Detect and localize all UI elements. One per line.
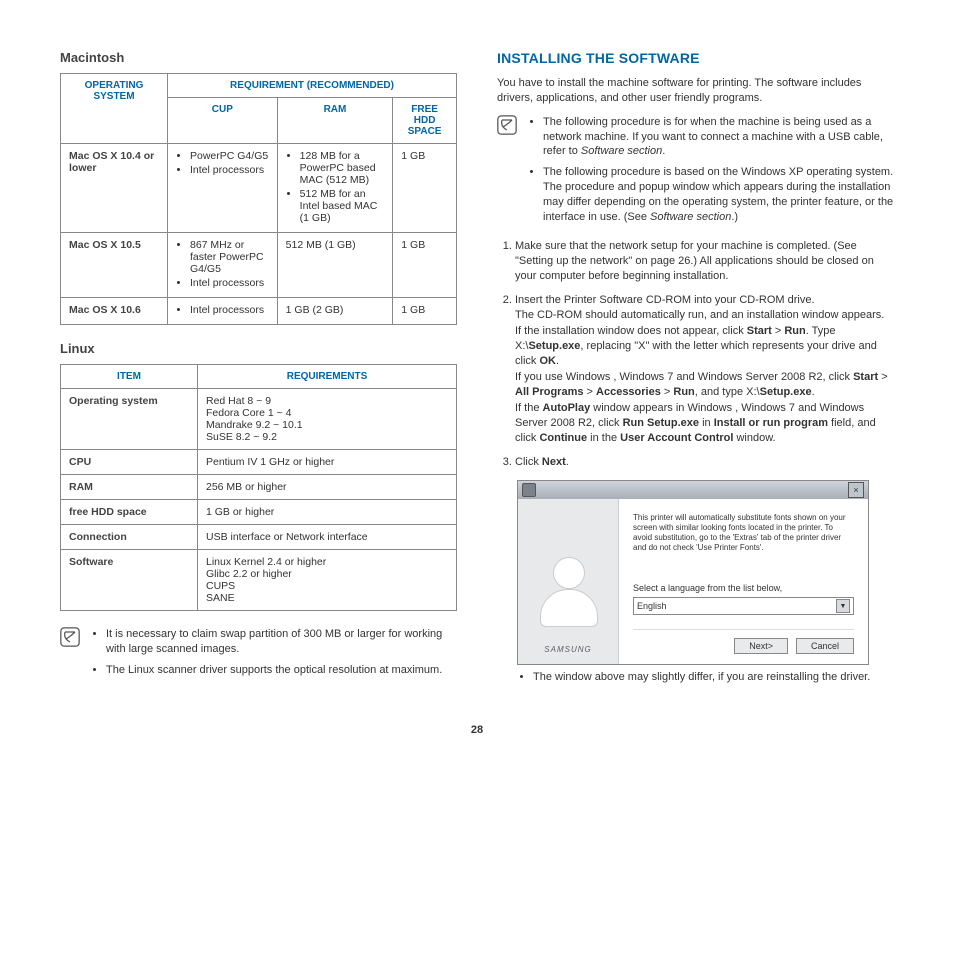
linux-th-item: ITEM	[61, 365, 198, 389]
close-icon[interactable]: ×	[848, 482, 864, 498]
mac-th-cpu: CUP	[168, 98, 278, 144]
cancel-button[interactable]: Cancel	[796, 638, 854, 654]
install-note: The following procedure is for when the …	[497, 115, 894, 231]
step-1: Make sure that the network setup for you…	[515, 239, 894, 285]
table-row: Mac OS X 10.6 Intel processors 1 GB (2 G…	[61, 298, 457, 325]
chevron-down-icon: ▼	[836, 599, 850, 613]
language-label: Select a language from the list below,	[633, 583, 854, 593]
titlebar: ×	[518, 481, 868, 499]
step-3: Click Next.	[515, 455, 894, 470]
page-content: Macintosh OPERATING SYSTEM REQUIREMENT (…	[60, 50, 894, 694]
mac-th-os: OPERATING SYSTEM	[61, 74, 168, 144]
note-text: It is necessary to claim swap partition …	[106, 627, 457, 657]
note-icon	[60, 627, 80, 647]
sidebar-graphic: SAMSUNG	[518, 499, 619, 664]
table-row: Connection USB interface or Network inte…	[61, 525, 457, 550]
table-row: Software Linux Kernel 2.4 or higher Glib…	[61, 550, 457, 611]
linux-note: It is necessary to claim swap partition …	[60, 627, 457, 684]
note-text: The Linux scanner driver supports the op…	[106, 663, 457, 678]
mac-th-hdd: FREE HDD SPACE	[393, 98, 457, 144]
installer-window: × SAMSUNG This printer will automaticall…	[517, 480, 869, 665]
table-row: CPU Pentium IV 1 GHz or higher	[61, 450, 457, 475]
avatar-icon	[540, 557, 596, 627]
page-number: 28	[60, 724, 894, 736]
mac-th-ram: RAM	[277, 98, 393, 144]
table-row: RAM 256 MB or higher	[61, 475, 457, 500]
linux-heading: Linux	[60, 341, 457, 356]
macintosh-table: OPERATING SYSTEM REQUIREMENT (RECOMMENDE…	[60, 73, 457, 325]
after-screenshot-note: The window above may slightly differ, if…	[533, 671, 894, 683]
note-icon	[497, 115, 517, 135]
linux-th-req: REQUIREMENTS	[198, 365, 457, 389]
table-row: free HDD space 1 GB or higher	[61, 500, 457, 525]
linux-table: ITEM REQUIREMENTS Operating system Red H…	[60, 364, 457, 611]
right-column: INSTALLING THE SOFTWARE You have to inst…	[497, 50, 894, 694]
brand-label: SAMSUNG	[544, 645, 591, 654]
installer-message: This printer will automatically substitu…	[633, 513, 854, 553]
steps-list: Make sure that the network setup for you…	[497, 239, 894, 470]
step-2: Insert the Printer Software CD-ROM into …	[515, 293, 894, 447]
installing-heading: INSTALLING THE SOFTWARE	[497, 50, 894, 66]
left-column: Macintosh OPERATING SYSTEM REQUIREMENT (…	[60, 50, 457, 694]
table-row: Mac OS X 10.5 867 MHz or faster PowerPC …	[61, 233, 457, 298]
macintosh-heading: Macintosh	[60, 50, 457, 65]
app-icon	[522, 483, 536, 497]
language-select[interactable]: English ▼	[633, 597, 854, 615]
intro-text: You have to install the machine software…	[497, 76, 894, 107]
note-text: The following procedure is for when the …	[543, 115, 894, 160]
table-row: Mac OS X 10.4 or lower PowerPC G4/G5 Int…	[61, 144, 457, 233]
table-row: Operating system Red Hat 8 ~ 9 Fedora Co…	[61, 389, 457, 450]
note-text: The following procedure is based on the …	[543, 165, 894, 224]
mac-th-req: REQUIREMENT (RECOMMENDED)	[168, 74, 457, 98]
next-button[interactable]: Next>	[734, 638, 788, 654]
